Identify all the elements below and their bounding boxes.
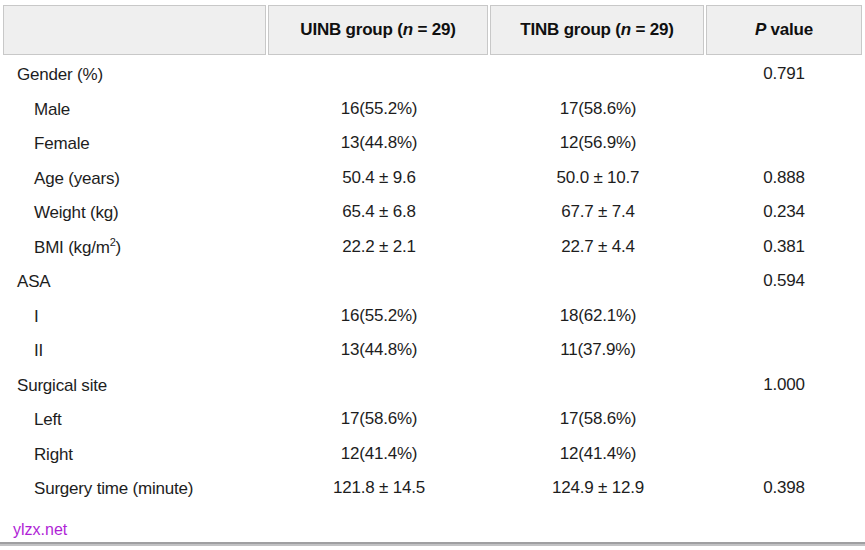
table-body: Gender (%) 0.791 Male 16(55.2%) 17(58.6%… [3, 57, 862, 506]
p-value: 0.234 [706, 202, 862, 222]
row-label: I [3, 305, 268, 327]
table-row-asa-2: II 13(44.8%) 11(37.9%) [3, 333, 862, 368]
row-label-text: II [34, 341, 43, 360]
uinb-value: 50.4 ± 9.6 [268, 168, 490, 188]
row-label: Surgical site [3, 374, 268, 396]
header-text-pre: UINB group ( [300, 20, 402, 39]
row-label-text: Left [34, 410, 62, 429]
row-label-text: Gender (%) [17, 65, 103, 84]
table-header-row: UINB group (n = 29) TINB group (n = 29) … [3, 5, 862, 55]
header-text: TINB group (n = 29) [520, 20, 673, 40]
tinb-value: 11(37.9%) [490, 340, 706, 360]
table-row-bmi: BMI (kg/m2) 22.2 ± 2.1 22.7 ± 4.4 0.381 [3, 230, 862, 265]
row-label-text: ASA [17, 272, 50, 291]
row-label-text: BMI (kg/m [34, 238, 110, 257]
uinb-value: 22.2 ± 2.1 [268, 237, 490, 257]
row-label: Male [3, 98, 268, 120]
table-row-gender: Gender (%) 0.791 [3, 57, 862, 92]
tinb-value: 18(62.1%) [490, 306, 706, 326]
p-value: 1.000 [706, 375, 862, 395]
table-row-male: Male 16(55.2%) 17(58.6%) [3, 92, 862, 127]
header-text-italic: P [755, 20, 766, 39]
table-row-age: Age (years) 50.4 ± 9.6 50.0 ± 10.7 0.888 [3, 161, 862, 196]
tinb-value: 12(56.9%) [490, 133, 706, 153]
tinb-value: 124.9 ± 12.9 [490, 478, 706, 498]
uinb-value: 16(55.2%) [268, 306, 490, 326]
row-label: Left [3, 408, 268, 430]
p-value: 0.888 [706, 168, 862, 188]
row-label-text: Weight (kg) [34, 203, 118, 222]
row-label: II [3, 339, 268, 361]
header-cell-tinb-group: TINB group (n = 29) [490, 5, 704, 55]
tinb-value: 50.0 ± 10.7 [490, 168, 706, 188]
uinb-value: 65.4 ± 6.8 [268, 202, 490, 222]
tinb-value: 17(58.6%) [490, 99, 706, 119]
uinb-value: 17(58.6%) [268, 409, 490, 429]
row-label-text: Age (years) [34, 169, 120, 188]
header-text: P value [755, 20, 813, 40]
row-label: Right [3, 443, 268, 465]
row-label-text: Surgery time (minute) [34, 479, 193, 498]
header-text-post: = 29) [413, 20, 456, 39]
header-text: UINB group (n = 29) [300, 20, 455, 40]
tinb-value: 22.7 ± 4.4 [490, 237, 706, 257]
uinb-value: 13(44.8%) [268, 340, 490, 360]
header-text-pre: TINB group ( [520, 20, 621, 39]
header-text-italic: n [621, 20, 631, 39]
header-text-post: value [766, 20, 813, 39]
row-label: Gender (%) [3, 63, 268, 85]
row-label-text: Surgical site [17, 376, 107, 395]
p-value: 0.594 [706, 271, 862, 291]
table-row-surgery-time: Surgery time (minute) 121.8 ± 14.5 124.9… [3, 471, 862, 506]
table-row-asa-1: I 16(55.2%) 18(62.1%) [3, 299, 862, 334]
row-label: Surgery time (minute) [3, 477, 268, 499]
header-cell-uinb-group: UINB group (n = 29) [268, 5, 488, 55]
row-label: BMI (kg/m2) [3, 236, 268, 258]
row-label-post: ) [116, 238, 121, 257]
row-label: Weight (kg) [3, 201, 268, 223]
watermark-link[interactable]: ylzx.net [13, 521, 67, 539]
row-label: Age (years) [3, 167, 268, 189]
table-row-right: Right 12(41.4%) 12(41.4%) [3, 437, 862, 472]
header-cell-empty [3, 5, 266, 55]
tinb-value: 67.7 ± 7.4 [490, 202, 706, 222]
header-text-post: = 29) [631, 20, 674, 39]
row-label-text: I [34, 307, 39, 326]
uinb-value: 13(44.8%) [268, 133, 490, 153]
tinb-value: 12(41.4%) [490, 444, 706, 464]
table-row-surgical-site: Surgical site 1.000 [3, 368, 862, 403]
uinb-value: 121.8 ± 14.5 [268, 478, 490, 498]
uinb-value: 16(55.2%) [268, 99, 490, 119]
row-label: Female [3, 132, 268, 154]
bottom-divider [0, 542, 865, 546]
table-row-weight: Weight (kg) 65.4 ± 6.8 67.7 ± 7.4 0.234 [3, 195, 862, 230]
row-label-text: Female [34, 134, 90, 153]
table-row-left: Left 17(58.6%) 17(58.6%) [3, 402, 862, 437]
table-row-asa: ASA 0.594 [3, 264, 862, 299]
tinb-value: 17(58.6%) [490, 409, 706, 429]
header-cell-p-value: P value [706, 5, 862, 55]
p-value: 0.398 [706, 478, 862, 498]
row-label-text: Right [34, 445, 73, 464]
uinb-value: 12(41.4%) [268, 444, 490, 464]
p-value: 0.381 [706, 237, 862, 257]
row-label: ASA [3, 270, 268, 292]
row-label-text: Male [34, 100, 70, 119]
table-row-female: Female 13(44.8%) 12(56.9%) [3, 126, 862, 161]
paper-table-page: UINB group (n = 29) TINB group (n = 29) … [0, 0, 865, 550]
p-value: 0.791 [706, 64, 862, 84]
header-text-italic: n [403, 20, 413, 39]
